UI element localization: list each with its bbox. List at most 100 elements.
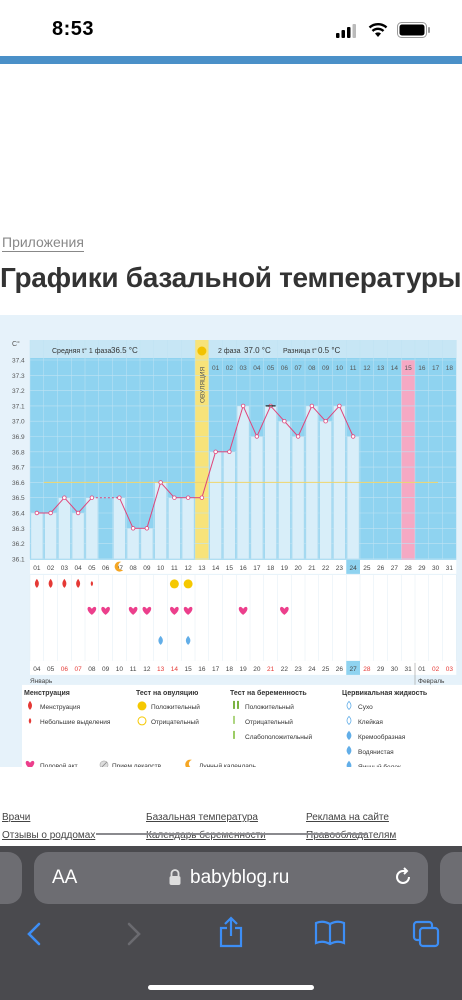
temperature-point: [34, 510, 40, 516]
date-label: 27: [350, 666, 358, 673]
tabs-icon[interactable]: [412, 920, 440, 948]
cycle-day-label: 29: [418, 565, 426, 572]
temperature-bar: [44, 512, 57, 560]
footer-link[interactable]: Правообладателям: [306, 830, 397, 841]
date-label: 23: [295, 666, 303, 673]
reload-icon[interactable]: [392, 866, 414, 888]
intercourse-heart-icon: [101, 606, 110, 615]
temperature-bar: [168, 497, 181, 560]
footer-link[interactable]: Отзывы о роддомах: [2, 830, 96, 841]
footer-link[interactable]: Реклама на сайте: [306, 812, 389, 823]
footer-link[interactable]: Базальная температура: [146, 812, 258, 823]
menstruation-drop-icon: [90, 580, 94, 587]
temperature-bar: [209, 451, 222, 560]
chart-canvas: C° 37.4 37.3 37.2 37.1 37.0 36.9 36.8 36.7 36.6 36…: [12, 340, 462, 767]
share-icon[interactable]: [218, 916, 244, 948]
home-indicator: [148, 985, 314, 990]
y-tick-label: 36.2: [12, 541, 25, 548]
y-tick-label: 36.4: [12, 511, 25, 518]
menstruation-drop-icon: [28, 700, 32, 710]
legend-title: Менструация: [24, 690, 70, 697]
cycle-day-label: 21: [308, 565, 316, 572]
medication-icon-line: [101, 761, 108, 767]
cycle-day-label: 04: [75, 565, 83, 572]
ovulation-label: ОВУЛЯЦИЯ: [199, 366, 206, 403]
url-text[interactable]: babyblog.ru: [190, 867, 290, 888]
cervical-fluid-icon: [346, 700, 352, 710]
phase2-day-label: 10: [336, 365, 344, 372]
month-label: Январь: [30, 678, 53, 685]
date-label: 20: [253, 666, 261, 673]
cervical-fluid-icon: [346, 760, 352, 767]
egg-white-fluid-icon: [158, 635, 163, 645]
ovulation-positive-icon: [183, 579, 193, 589]
cycle-day-label: 08: [130, 565, 138, 572]
temperature-bar: [347, 436, 360, 560]
cycle-day-label: 27: [391, 565, 399, 572]
legend-item: Кремообразная: [358, 733, 406, 741]
cycle-day-label: 19: [281, 565, 289, 572]
cycle-day-label: 22: [322, 565, 330, 572]
menstruation-drop-icon: [62, 578, 67, 588]
back-icon[interactable]: [24, 920, 44, 948]
temperature-point: [323, 418, 328, 424]
current-date-highlight: [346, 660, 360, 675]
y-tick-label: 36.6: [12, 480, 25, 487]
legend-item: Небольшие выделения: [40, 718, 111, 726]
date-label: 18: [226, 666, 234, 673]
legend-item: Отрицательный: [151, 718, 199, 726]
forward-icon[interactable]: [124, 920, 144, 948]
cycle-day-label: 01: [33, 565, 41, 572]
legend-item: Яичный белок: [358, 763, 401, 767]
bookmarks-icon[interactable]: [314, 920, 346, 946]
footer-link[interactable]: Врачи: [2, 812, 31, 823]
cycle-day-label: 13: [198, 565, 206, 572]
cycle-day-label: 30: [432, 565, 440, 572]
temperature-line-segment: [201, 451, 217, 498]
temperature-bar: [182, 497, 195, 560]
cycle-day-label: 15: [226, 565, 234, 572]
phase2-day-label: 16: [418, 365, 426, 372]
footer-link[interactable]: Календарь беременности: [146, 830, 266, 841]
small-discharge-icon: [28, 717, 32, 724]
phase2-day-label: 01: [212, 365, 220, 372]
cycle-day-label: 31: [446, 565, 454, 572]
temperature-point: [62, 495, 67, 500]
breadcrumb[interactable]: Приложения: [2, 234, 84, 252]
temperature-line-segment: [228, 405, 244, 452]
address-bar[interactable]: [34, 852, 428, 904]
date-label: 31: [405, 666, 413, 673]
wifi-icon: [368, 23, 388, 37]
phase1-label: Средняя t° 1 фаза: [52, 347, 111, 355]
y-tick-label: 37.3: [12, 373, 25, 380]
date-label: 26: [336, 666, 344, 673]
bbt-chart: C° 37.4 37.3 37.2 37.1 37.0 36.9 36.8 36.7 36.6 36…: [0, 315, 462, 767]
cycle-day-label: 24: [350, 565, 358, 572]
temperature-bar: [85, 497, 98, 560]
phase2-day-label: 06: [281, 365, 289, 372]
phase2-day-label: 18: [446, 365, 454, 372]
temperature-point: [48, 510, 53, 516]
temperature-point: [309, 403, 315, 409]
y-tick-label: 36.5: [12, 495, 25, 502]
next-tab-pill[interactable]: [440, 852, 462, 904]
legend-item: Клейкая: [358, 718, 383, 726]
intercourse-heart-icon: [183, 606, 193, 615]
text-size-button[interactable]: AA: [52, 867, 78, 888]
temperature-point: [144, 526, 150, 531]
temperature-point: [227, 449, 232, 454]
phase2-day-label: 07: [295, 365, 303, 372]
temperature-point: [75, 510, 81, 516]
y-tick-label: 37.0: [12, 419, 25, 426]
cycle-day-label: 23: [336, 565, 344, 572]
ovulation-positive-icon: [169, 579, 179, 589]
date-label: 10: [116, 666, 124, 673]
symbols-area: [30, 574, 457, 661]
pregnancy-test-icon: [233, 715, 235, 724]
temperature-bar: [58, 497, 71, 560]
previous-tab-pill[interactable]: [0, 852, 22, 904]
phase2-day-label: 08: [308, 365, 316, 372]
temperature-bar: [278, 420, 291, 560]
date-label: 25: [322, 666, 330, 673]
lock-icon: [169, 869, 181, 885]
